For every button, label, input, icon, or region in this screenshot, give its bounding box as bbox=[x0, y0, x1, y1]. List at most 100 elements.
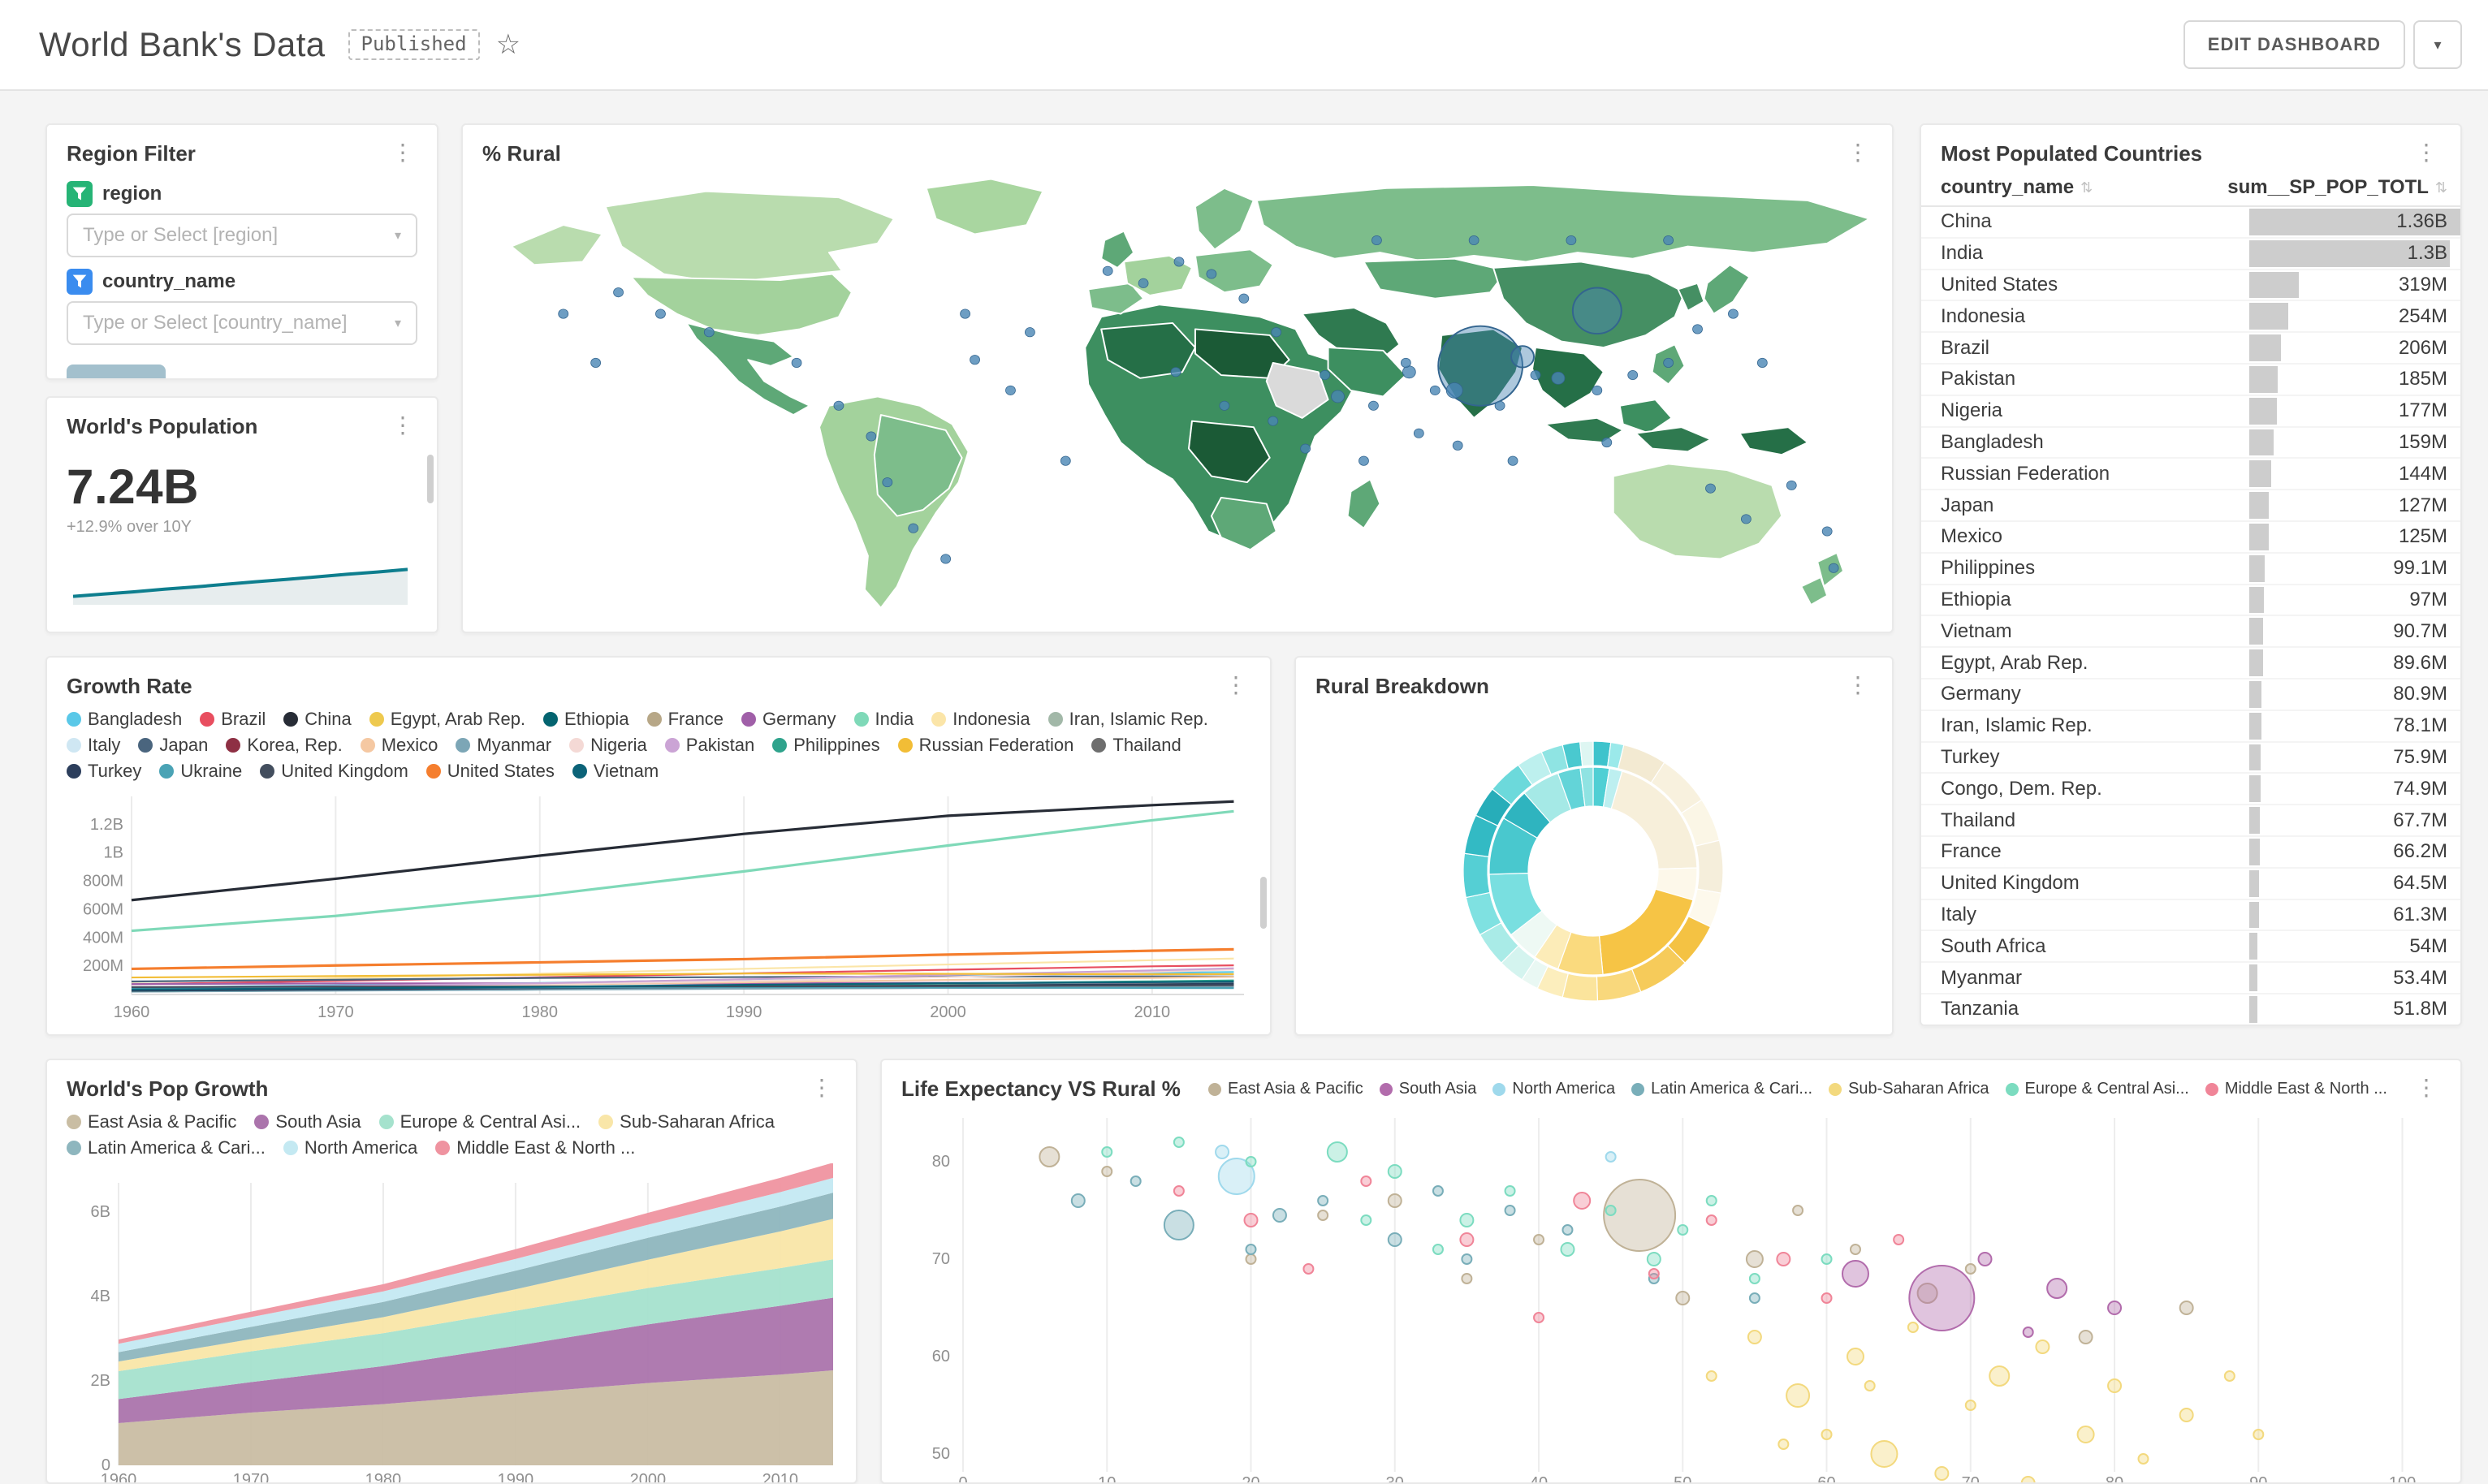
legend-item[interactable]: Sub-Saharan Africa bbox=[598, 1111, 775, 1132]
legend-item[interactable]: Ukraine bbox=[159, 761, 242, 782]
region-filter-card: Region Filter ⋮ region Type or Select [r… bbox=[45, 123, 438, 380]
legend-item[interactable]: South Asia bbox=[1379, 1080, 1476, 1098]
filter-field-label-country: country_name bbox=[67, 269, 417, 295]
more-options-icon[interactable]: ⋮ bbox=[1847, 672, 1869, 697]
value-text: 89.6M bbox=[2393, 651, 2447, 674]
value-text: 185M bbox=[2398, 368, 2447, 390]
legend-item[interactable]: Latin America & Cari... bbox=[67, 1137, 266, 1158]
more-options-icon[interactable]: ⋮ bbox=[810, 1075, 833, 1100]
legend-item[interactable]: Pakistan bbox=[664, 735, 755, 756]
more-options-icon[interactable]: ⋮ bbox=[1225, 672, 1247, 697]
more-options-icon[interactable]: ⋮ bbox=[391, 412, 414, 438]
legend-item[interactable]: Brazil bbox=[200, 709, 266, 730]
legend-label: United States bbox=[447, 761, 555, 781]
legend-item[interactable]: Iran, Islamic Rep. bbox=[1047, 709, 1208, 730]
column-country-name[interactable]: country_name ⇅ bbox=[1941, 176, 2093, 198]
more-options-icon[interactable]: ⋮ bbox=[2415, 1075, 2438, 1100]
apply-button[interactable]: APPLY bbox=[67, 365, 166, 378]
legend-label: Middle East & North ... bbox=[2224, 1080, 2387, 1098]
legend-item[interactable]: Ethiopia bbox=[543, 709, 629, 730]
table-row: Iran, Islamic Rep. 78.1M bbox=[1921, 711, 2460, 743]
legend-item[interactable]: Mexico bbox=[360, 735, 438, 756]
growth-chart-holder: 1960 1970 1980 1990 2000 2010 200M 400M 600M 800M… bbox=[50, 787, 1267, 1033]
legend-item[interactable]: Korea, Rep. bbox=[226, 735, 343, 756]
value-bar bbox=[2249, 586, 2265, 614]
population-value-cell: 125M bbox=[2249, 522, 2460, 552]
favorite-star-icon[interactable]: ☆ bbox=[495, 29, 521, 60]
value-text: 78.1M bbox=[2393, 714, 2447, 737]
legend-item[interactable]: United Kingdom bbox=[260, 761, 408, 782]
legend-item[interactable]: Europe & Central Asi... bbox=[2005, 1080, 2189, 1098]
legend-item[interactable]: North America bbox=[1492, 1080, 1615, 1098]
pop-growth-chart-holder: 1960 1970 1980 1990 2000 2010 0 2B 4B 6B bbox=[54, 1163, 849, 1484]
scrollbar[interactable] bbox=[427, 455, 434, 503]
legend-item[interactable]: East Asia & Pacific bbox=[1208, 1080, 1363, 1098]
value-text: 97M bbox=[2409, 588, 2447, 610]
legend-label: Pakistan bbox=[685, 735, 755, 755]
legend-item[interactable]: East Asia & Pacific bbox=[67, 1111, 236, 1132]
card-title: World's Pop Growth bbox=[67, 1076, 269, 1101]
legend-item[interactable]: Thailand bbox=[1091, 735, 1181, 756]
column-population[interactable]: sum__SP_POP_TOTL ⇅ bbox=[2227, 176, 2447, 198]
world-map[interactable] bbox=[463, 173, 1889, 632]
legend-item[interactable]: North America bbox=[283, 1137, 417, 1158]
population-value-cell: 127M bbox=[2249, 490, 2460, 520]
legend-item[interactable]: Nigeria bbox=[569, 735, 647, 756]
legend-item[interactable]: Bangladesh bbox=[67, 709, 182, 730]
legend-item[interactable]: Italy bbox=[67, 735, 120, 756]
legend-item[interactable]: Germany bbox=[741, 709, 836, 730]
legend-dot bbox=[1047, 712, 1063, 727]
legend-item[interactable]: Philippines bbox=[772, 735, 880, 756]
edit-dashboard-button[interactable]: EDIT DASHBOARD bbox=[2183, 20, 2405, 69]
legend-item[interactable]: Middle East & North ... bbox=[435, 1137, 635, 1158]
legend-item[interactable]: India bbox=[853, 709, 914, 730]
svg-text:10: 10 bbox=[1098, 1474, 1116, 1484]
legend-item[interactable]: Egypt, Arab Rep. bbox=[369, 709, 525, 730]
table-row: Germany 80.9M bbox=[1921, 679, 2460, 711]
country-name-cell: Philippines bbox=[1941, 557, 2036, 580]
rural-map-card: % Rural ⋮ bbox=[461, 123, 1894, 633]
value-bar bbox=[2249, 554, 2265, 582]
legend-item[interactable]: Japan bbox=[138, 735, 208, 756]
legend-dot bbox=[254, 1115, 270, 1129]
country-select-input[interactable]: Type or Select [country_name] ▾ bbox=[67, 301, 417, 345]
table-row: India 1.3B bbox=[1921, 239, 2460, 270]
legend-dot bbox=[67, 712, 81, 727]
country-name-cell: Nigeria bbox=[1941, 399, 2003, 422]
more-options-icon[interactable]: ⋮ bbox=[1847, 140, 1869, 165]
legend-dot bbox=[378, 1115, 394, 1129]
legend-item[interactable]: China bbox=[283, 709, 352, 730]
legend-item[interactable]: France bbox=[646, 709, 724, 730]
legend-dot bbox=[543, 712, 559, 727]
legend-item[interactable]: Sub-Saharan Africa bbox=[1829, 1080, 1989, 1098]
svg-text:1960: 1960 bbox=[101, 1471, 137, 1484]
legend-item[interactable]: Middle East & North ... bbox=[2205, 1080, 2387, 1098]
svg-text:20: 20 bbox=[1242, 1474, 1259, 1484]
scrollbar[interactable] bbox=[1260, 877, 1267, 929]
legend-dot bbox=[283, 712, 299, 727]
legend-item[interactable]: Indonesia bbox=[931, 709, 1030, 730]
legend-item[interactable]: Vietnam bbox=[572, 761, 659, 782]
legend-item[interactable]: South Asia bbox=[254, 1111, 361, 1132]
legend-label: Indonesia bbox=[952, 709, 1030, 729]
legend-item[interactable]: Myanmar bbox=[456, 735, 551, 756]
value-bar bbox=[2249, 365, 2279, 393]
legend-item[interactable]: Russian Federation bbox=[897, 735, 1073, 756]
country-name-cell: Italy bbox=[1941, 903, 1977, 925]
more-options-icon[interactable]: ⋮ bbox=[2415, 140, 2438, 165]
svg-text:80: 80 bbox=[2106, 1474, 2123, 1484]
growth-rate-chart: 1960 1970 1980 1990 2000 2010 200M 400M 600M 800M… bbox=[83, 796, 1244, 1021]
filter-field-name: country_name bbox=[102, 270, 236, 292]
legend-label: Germany bbox=[762, 709, 836, 729]
country-name-cell: Pakistan bbox=[1941, 368, 2016, 390]
population-value-cell: 144M bbox=[2249, 459, 2460, 489]
region-select-input[interactable]: Type or Select [region] ▾ bbox=[67, 214, 417, 257]
legend-item[interactable]: Turkey bbox=[67, 761, 141, 782]
legend-item[interactable]: Latin America & Cari... bbox=[1631, 1080, 1812, 1098]
more-options-icon[interactable]: ⋮ bbox=[391, 140, 414, 165]
legend-dot bbox=[138, 738, 153, 753]
legend-item[interactable]: United States bbox=[425, 761, 555, 782]
legend-item[interactable]: Europe & Central Asi... bbox=[378, 1111, 581, 1132]
header-menu-button[interactable]: ▾ bbox=[2413, 20, 2462, 69]
legend-label: Latin America & Cari... bbox=[1651, 1080, 1813, 1098]
